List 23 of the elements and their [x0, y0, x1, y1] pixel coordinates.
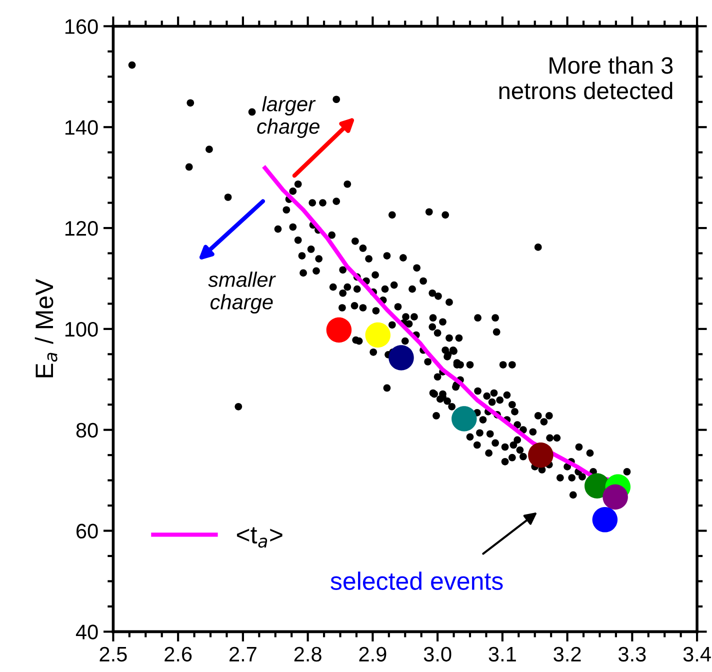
y-tick-label: 160 [65, 19, 98, 34]
x-tick-label: 3.4 [683, 646, 711, 662]
x-tick-label: 2.8 [294, 646, 322, 662]
annotation: smaller charge [208, 272, 276, 314]
annotation: larger charge [257, 96, 320, 138]
y-tick-label: 40 [76, 624, 98, 640]
y-tick-label: 140 [65, 120, 98, 135]
x-tick-label: 2.9 [359, 646, 386, 662]
x-tick-label: 2.7 [230, 646, 256, 662]
x-tick-label: 2.6 [164, 646, 192, 662]
x-tick-label: 3.2 [554, 646, 581, 662]
x-tick-label: 3.0 [424, 646, 452, 662]
legend-label: <t$_{a}$> [236, 527, 282, 548]
y-axis-title: E$_{a}$ / MeV [34, 278, 58, 378]
annotation: More than 3 netrons detected [499, 56, 673, 100]
y-tick-label: 80 [76, 422, 98, 438]
y-tick-label: 60 [76, 524, 98, 539]
y-tick-label: 120 [65, 221, 98, 236]
y-tick-label: 100 [65, 322, 98, 337]
annotation: selected events [330, 572, 503, 590]
x-tick-label: 3.1 [488, 646, 516, 662]
x-tick-label: 2.5 [100, 646, 127, 662]
x-tick-label: 3.3 [618, 646, 646, 662]
